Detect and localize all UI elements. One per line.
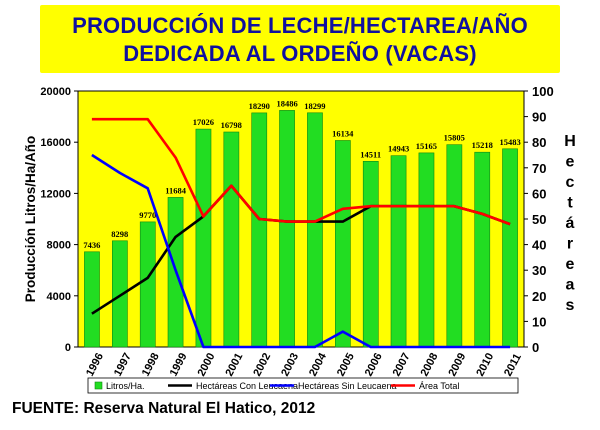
y2-axis-label-char: e	[566, 256, 575, 273]
bar-2005	[334, 140, 351, 348]
bar-2007	[390, 155, 407, 348]
y2-axis-label-char: H	[564, 133, 576, 150]
x-tick-label: 2006	[363, 351, 385, 378]
legend-label-line-sin-leucaena: Hectáreas Sin Leucaena	[298, 381, 397, 391]
bar-value-label: 18486	[276, 98, 297, 108]
bar-value-label: 15805	[444, 133, 465, 143]
x-tick-label: 2011	[502, 352, 524, 379]
x-tick-label: 1997	[112, 351, 134, 378]
y2-tick-label: 70	[532, 161, 546, 176]
y2-tick-label: 30	[532, 263, 546, 278]
y-tick-label: 8000	[47, 240, 71, 252]
x-tick-label: 2002	[251, 351, 273, 378]
bar-2002	[251, 112, 268, 348]
milk-production-chart: 7436 8298 9770 11684 17026 16798 18290 18486 182…	[23, 84, 576, 394]
bar-value-label: 7436	[83, 240, 100, 250]
bar-value-label: 8298	[111, 229, 128, 239]
y-tick-label: 0	[65, 342, 71, 354]
bar-2011	[502, 148, 518, 348]
line-area-total	[91, 117, 511, 226]
bar-value-label: 11684	[165, 185, 187, 195]
source-note: FUENTE: Reserva Natural El Hatico, 2012	[12, 400, 316, 417]
y2-axis-label-char: c	[566, 174, 575, 191]
bar-value-label: 14511	[360, 149, 381, 159]
y2-tick-label: 50	[532, 212, 546, 227]
bar-value-label: 15218	[472, 140, 493, 150]
bar-1997	[112, 240, 128, 348]
bar-1996	[84, 251, 100, 348]
y2-axis-label-char: á	[566, 215, 575, 232]
y2-axis-label-char: s	[566, 297, 575, 314]
y-tick-label: 12000	[40, 188, 71, 200]
bar-2006	[362, 161, 379, 348]
y-tick-label: 16000	[40, 137, 71, 149]
x-tick-label: 2007	[391, 351, 413, 378]
bar-2001	[223, 131, 240, 348]
bar-value-label: 15165	[416, 141, 437, 151]
bar-2009	[446, 144, 463, 348]
x-tick-label: 2001	[223, 351, 245, 378]
bar-value-label: 18299	[304, 101, 325, 111]
y-axis-label: Producción Litros/Ha/Año	[23, 136, 38, 303]
y2-axis-label-char: t	[567, 195, 573, 212]
y2-tick-label: 20	[532, 289, 546, 304]
legend-swatch-bars	[94, 381, 103, 390]
y2-tick-label: 100	[532, 84, 554, 99]
bar-2010	[474, 151, 491, 348]
bar-2004	[307, 112, 323, 348]
line-sin-leucaena	[91, 153, 511, 349]
y2-tick-label: 60	[532, 186, 546, 201]
y2-tick-label: 40	[532, 238, 546, 253]
title-banner: PRODUCCIÓN DE LECHE/HECTAREA/AÑO DEDICAD…	[40, 5, 560, 73]
x-tick-label: 2004	[307, 350, 329, 378]
bar-2003	[279, 110, 295, 348]
x-tick-label: 2005	[335, 351, 357, 378]
x-tick-label: 2008	[418, 351, 440, 378]
x-tick-label: 2003	[279, 351, 301, 378]
y2-tick-label: 0	[532, 340, 539, 355]
x-tick-label: 2010	[474, 351, 496, 378]
bar-value-label: 18290	[249, 101, 270, 111]
legend-label-line-area-total: Área Total	[419, 381, 459, 391]
bar-value-label: 16134	[332, 129, 354, 139]
chart-title-line-2: DEDICADA AL ORDEÑO (VACAS)	[123, 41, 477, 66]
legend-box	[87, 377, 519, 394]
x-tick-label: 2009	[446, 351, 468, 378]
y2-tick-label: 10	[532, 314, 546, 329]
bar-2008	[418, 152, 435, 348]
y2-axis-label-char: r	[567, 236, 573, 253]
y2-tick-label: 90	[532, 110, 546, 125]
y2-tick-label: 80	[532, 135, 546, 150]
y2-axis-label-char: e	[566, 154, 575, 171]
bar-value-label: 15483	[499, 137, 520, 147]
y2-axis-label-char: a	[566, 277, 575, 294]
bar-value-label: 14943	[388, 144, 409, 154]
legend-label-bars: Litros/Ha.	[106, 381, 145, 391]
bar-value-label: 9770	[139, 210, 156, 220]
y-tick-label: 20000	[40, 86, 71, 98]
bar-value-label: 17026	[193, 117, 214, 127]
x-tick-label: 1999	[168, 351, 190, 378]
bar-value-label: 16798	[221, 120, 242, 130]
x-tick-label: 1996	[84, 351, 106, 378]
x-tick-label: 1998	[140, 351, 162, 378]
bar-2000	[195, 128, 212, 348]
chart-title-line-1: PRODUCCIÓN DE LECHE/HECTAREA/AÑO	[72, 13, 528, 38]
x-tick-label: 2000	[195, 351, 217, 378]
y-tick-label: 4000	[47, 291, 71, 303]
bar-1998	[139, 221, 156, 348]
legend-label-line-con-leucaena: Hectáreas Con Leucaena	[196, 381, 298, 391]
